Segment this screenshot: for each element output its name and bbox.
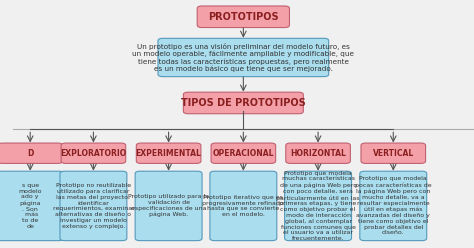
Text: Un prototipo es una visión preliminar del modelo futuro, es
un modelo operable, : Un prototipo es una visión preliminar de… <box>132 43 355 72</box>
FancyBboxPatch shape <box>135 171 202 241</box>
FancyBboxPatch shape <box>137 143 201 163</box>
FancyBboxPatch shape <box>360 171 427 241</box>
Text: Prototipo utilizado para la
validación de
especificaciones de una
página Web.: Prototipo utilizado para la validación d… <box>128 194 209 217</box>
Text: VERTICAL: VERTICAL <box>373 149 414 158</box>
FancyBboxPatch shape <box>284 171 352 241</box>
Text: EXPLORATORIO: EXPLORATORIO <box>60 149 127 158</box>
FancyBboxPatch shape <box>60 171 127 241</box>
Text: TIPOS DE PROTOTIPOS: TIPOS DE PROTOTIPOS <box>181 98 306 108</box>
FancyBboxPatch shape <box>286 143 350 163</box>
FancyBboxPatch shape <box>210 171 277 241</box>
Text: HORIZONTAL: HORIZONTAL <box>290 149 346 158</box>
Text: Prototipo no reutilizable
utilizado para clarificar
las metas del proyecto,
iden: Prototipo no reutilizable utilizado para… <box>53 183 134 229</box>
FancyBboxPatch shape <box>197 6 290 28</box>
Text: s que
modelo
ado y
página
. Son
 más
to de
de: s que modelo ado y página . Son más to d… <box>18 183 42 229</box>
Text: Prototipo iterativo que es
progresivamente refinado
hasta que se convierte
en el: Prototipo iterativo que es progresivamen… <box>202 195 284 217</box>
FancyBboxPatch shape <box>211 143 275 163</box>
FancyBboxPatch shape <box>0 171 64 241</box>
Text: Prototipo que modela
muchas características
de una página Web pero
con poco deta: Prototipo que modela muchas característi… <box>276 171 360 241</box>
FancyBboxPatch shape <box>183 92 303 114</box>
FancyBboxPatch shape <box>361 143 426 163</box>
FancyBboxPatch shape <box>158 38 328 77</box>
Text: PROTOTIPOS: PROTOTIPOS <box>208 12 279 22</box>
Text: Prototipo que modela
pocas características de
la página Web pero con
mucho detal: Prototipo que modela pocas característic… <box>355 176 432 235</box>
FancyBboxPatch shape <box>61 143 126 163</box>
Text: OPERACIONAL: OPERACIONAL <box>212 149 274 158</box>
FancyBboxPatch shape <box>0 143 63 163</box>
Text: D: D <box>27 149 33 158</box>
Text: EXPERIMENTAL: EXPERIMENTAL <box>136 149 201 158</box>
